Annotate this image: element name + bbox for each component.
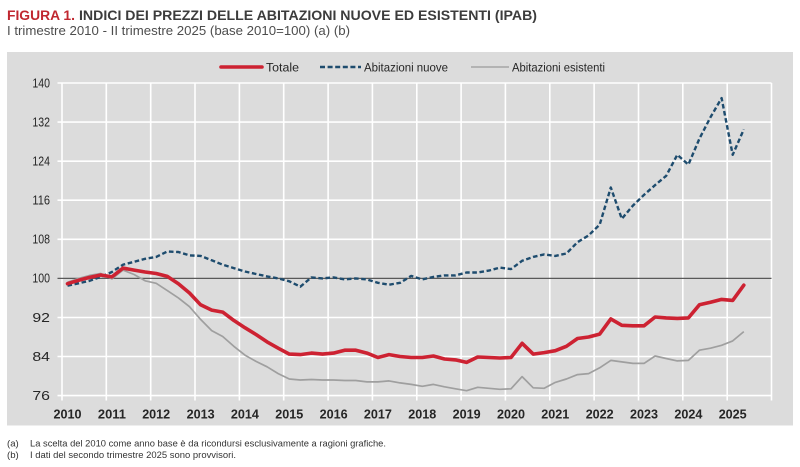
svg-text:Abitazioni esistenti: Abitazioni esistenti xyxy=(512,61,605,75)
svg-text:2015: 2015 xyxy=(275,407,303,422)
svg-text:116: 116 xyxy=(32,193,50,208)
svg-text:2024: 2024 xyxy=(674,407,703,422)
svg-text:2025: 2025 xyxy=(719,407,747,422)
svg-text:2013: 2013 xyxy=(187,407,215,422)
svg-text:92: 92 xyxy=(32,310,50,325)
svg-text:Abitazioni nuove: Abitazioni nuove xyxy=(364,61,448,75)
svg-text:140: 140 xyxy=(32,75,50,90)
svg-text:2014: 2014 xyxy=(231,407,260,422)
svg-text:132: 132 xyxy=(32,114,50,129)
svg-text:2022: 2022 xyxy=(586,407,614,422)
svg-text:76: 76 xyxy=(32,388,50,403)
svg-text:2019: 2019 xyxy=(453,407,481,422)
svg-text:La scelta del 2010 come anno b: La scelta del 2010 come anno base è da r… xyxy=(30,439,386,450)
svg-text:100: 100 xyxy=(32,271,50,286)
svg-text:2018: 2018 xyxy=(408,407,436,422)
svg-text:Totale: Totale xyxy=(266,61,299,75)
svg-text:INDICI DEI PREZZI DELLE ABITAZ: INDICI DEI PREZZI DELLE ABITAZIONI NUOVE… xyxy=(79,8,537,24)
svg-text:2023: 2023 xyxy=(630,407,658,422)
svg-text:I trimestre 2010 - II trimestr: I trimestre 2010 - II trimestre 2025 (ba… xyxy=(7,23,350,38)
svg-text:FIGURA 1.: FIGURA 1. xyxy=(7,8,75,24)
svg-text:2017: 2017 xyxy=(364,407,392,422)
svg-text:2011: 2011 xyxy=(98,407,126,422)
svg-text:2010: 2010 xyxy=(54,407,82,422)
svg-text:108: 108 xyxy=(32,232,50,247)
svg-text:(b): (b) xyxy=(7,450,19,461)
svg-text:84: 84 xyxy=(32,349,50,364)
svg-text:(a): (a) xyxy=(7,439,19,450)
svg-text:2020: 2020 xyxy=(497,407,525,422)
svg-text:124: 124 xyxy=(32,154,50,169)
svg-text:2021: 2021 xyxy=(541,407,569,422)
svg-text:I dati del secondo trimestre 2: I dati del secondo trimestre 2025 sono p… xyxy=(30,450,236,461)
svg-text:2012: 2012 xyxy=(142,407,170,422)
svg-text:2016: 2016 xyxy=(320,407,348,422)
